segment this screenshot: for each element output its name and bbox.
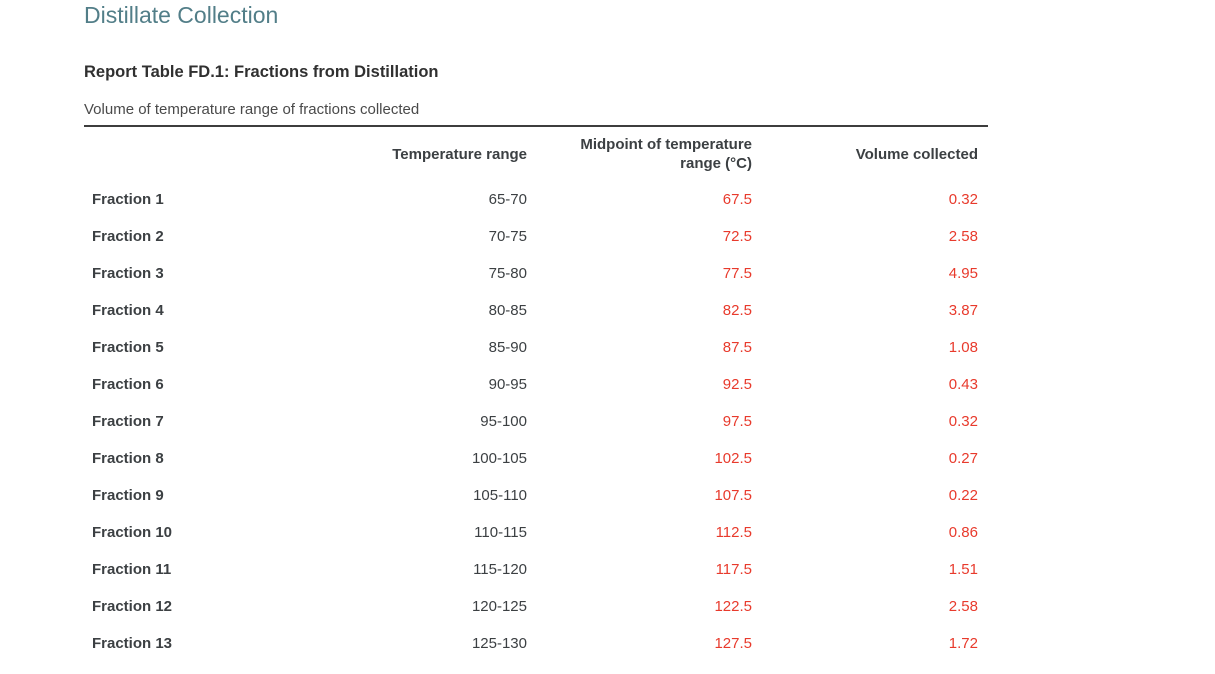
midpoint-cell: 127.5 [714, 635, 752, 652]
fraction-label-cell: Fraction 4 [92, 302, 164, 319]
midpoint-cell: 77.5 [722, 265, 752, 282]
midpoint-cell: 67.5 [722, 191, 752, 208]
fraction-label-cell: Fraction 12 [92, 598, 173, 615]
volume-collected-cell: 1.72 [948, 635, 978, 652]
temperature-range-cell: 105-110 [473, 487, 527, 504]
column-header-fraction [84, 126, 340, 181]
table-row: Fraction 1 65-70 67.5 0.32 [84, 181, 988, 218]
volume-collected-cell: 1.08 [948, 339, 978, 356]
midpoint-cell: 102.5 [714, 450, 752, 467]
table-header: Temperature range Midpoint of temperatur… [84, 126, 988, 181]
temperature-range-cell: 65-70 [488, 191, 527, 208]
midpoint-cell: 107.5 [714, 487, 752, 504]
fraction-label-cell: Fraction 2 [92, 228, 164, 245]
midpoint-cell: 97.5 [722, 413, 752, 430]
volume-collected-cell: 0.32 [948, 191, 978, 208]
table-row: Fraction 11 115-120 117.5 1.51 [84, 551, 988, 588]
midpoint-cell: 122.5 [714, 598, 752, 615]
volume-collected-cell: 0.86 [948, 524, 978, 541]
table-body: Fraction 1 65-70 67.5 0.32 Fraction 2 70-75 72… [84, 181, 988, 662]
table-row: Fraction 7 95-100 97.5 0.32 [84, 403, 988, 440]
midpoint-cell: 112.5 [715, 524, 752, 541]
midpoint-cell: 82.5 [722, 302, 752, 319]
temperature-range-cell: 90-95 [488, 376, 527, 393]
temperature-range-cell: 120-125 [471, 598, 527, 615]
temperature-range-cell: 110-115 [474, 524, 527, 541]
table-row: Fraction 9 105-110 107.5 0.22 [84, 477, 988, 514]
temperature-range-cell: 80-85 [488, 302, 527, 319]
fraction-label-cell: Fraction 7 [92, 413, 164, 430]
temperature-range-cell: 70-75 [488, 228, 527, 245]
temperature-range-cell: 125-130 [471, 635, 527, 652]
volume-collected-cell: 2.58 [948, 598, 978, 615]
table-row: Fraction 2 70-75 72.5 2.58 [84, 218, 988, 255]
fraction-label-cell: Fraction 13 [92, 635, 173, 652]
column-header-midpoint: Midpoint of temperature range (°C) [537, 126, 762, 181]
column-header-volume-collected: Volume collected [855, 145, 978, 163]
volume-collected-cell: 1.51 [948, 561, 978, 578]
temperature-range-cell: 115-120 [473, 561, 527, 578]
table-row: Fraction 5 85-90 87.5 1.08 [84, 329, 988, 366]
volume-collected-cell: 0.43 [948, 376, 978, 393]
fraction-label-cell: Fraction 5 [92, 339, 164, 356]
page-title: Distillate Collection [84, 2, 279, 28]
fraction-label-cell: Fraction 11 [92, 561, 172, 578]
fraction-label-cell: Fraction 3 [92, 265, 164, 282]
volume-collected-cell: 3.87 [948, 302, 978, 319]
midpoint-cell: 72.5 [722, 228, 752, 245]
fractions-table: Temperature range Midpoint of temperatur… [84, 125, 988, 662]
fraction-label-cell: Fraction 8 [92, 450, 164, 467]
table-row: Fraction 6 90-95 92.5 0.43 [84, 366, 988, 403]
midpoint-cell: 87.5 [722, 339, 752, 356]
volume-collected-cell: 0.22 [948, 487, 978, 504]
fraction-label-cell: Fraction 10 [92, 524, 173, 541]
midpoint-cell: 92.5 [722, 376, 752, 393]
temperature-range-cell: 100-105 [471, 450, 527, 467]
report-page: Distillate Collection Report Table FD.1:… [84, 2, 988, 662]
table-row: Fraction 4 80-85 82.5 3.87 [84, 292, 988, 329]
table-row: Fraction 10 110-115 112.5 0.86 [84, 514, 988, 551]
fraction-label-cell: Fraction 1 [92, 191, 164, 208]
volume-collected-cell: 2.58 [948, 228, 978, 245]
temperature-range-cell: 95-100 [480, 413, 527, 430]
report-table-title: Report Table FD.1: Fractions from Distil… [84, 63, 439, 81]
table-row: Fraction 8 100-105 102.5 0.27 [84, 440, 988, 477]
column-header-temperature-range: Temperature range [392, 145, 527, 163]
table-row: Fraction 12 120-125 122.5 2.58 [84, 588, 988, 625]
fraction-label-cell: Fraction 6 [92, 376, 164, 393]
table-row: Fraction 13 125-130 127.5 1.72 [84, 625, 988, 662]
volume-collected-cell: 4.95 [948, 265, 978, 282]
fraction-label-cell: Fraction 9 [92, 487, 164, 504]
table-row: Fraction 3 75-80 77.5 4.95 [84, 255, 988, 292]
volume-collected-cell: 0.32 [948, 413, 978, 430]
temperature-range-cell: 85-90 [488, 339, 527, 356]
column-header-midpoint-label: Midpoint of temperature range (°C) [580, 136, 752, 172]
temperature-range-cell: 75-80 [488, 265, 527, 282]
header-row: Temperature range Midpoint of temperatur… [84, 126, 988, 181]
volume-collected-cell: 0.27 [948, 450, 978, 467]
table-caption: Volume of temperature range of fractions… [84, 101, 420, 118]
midpoint-cell: 117.5 [715, 561, 752, 578]
